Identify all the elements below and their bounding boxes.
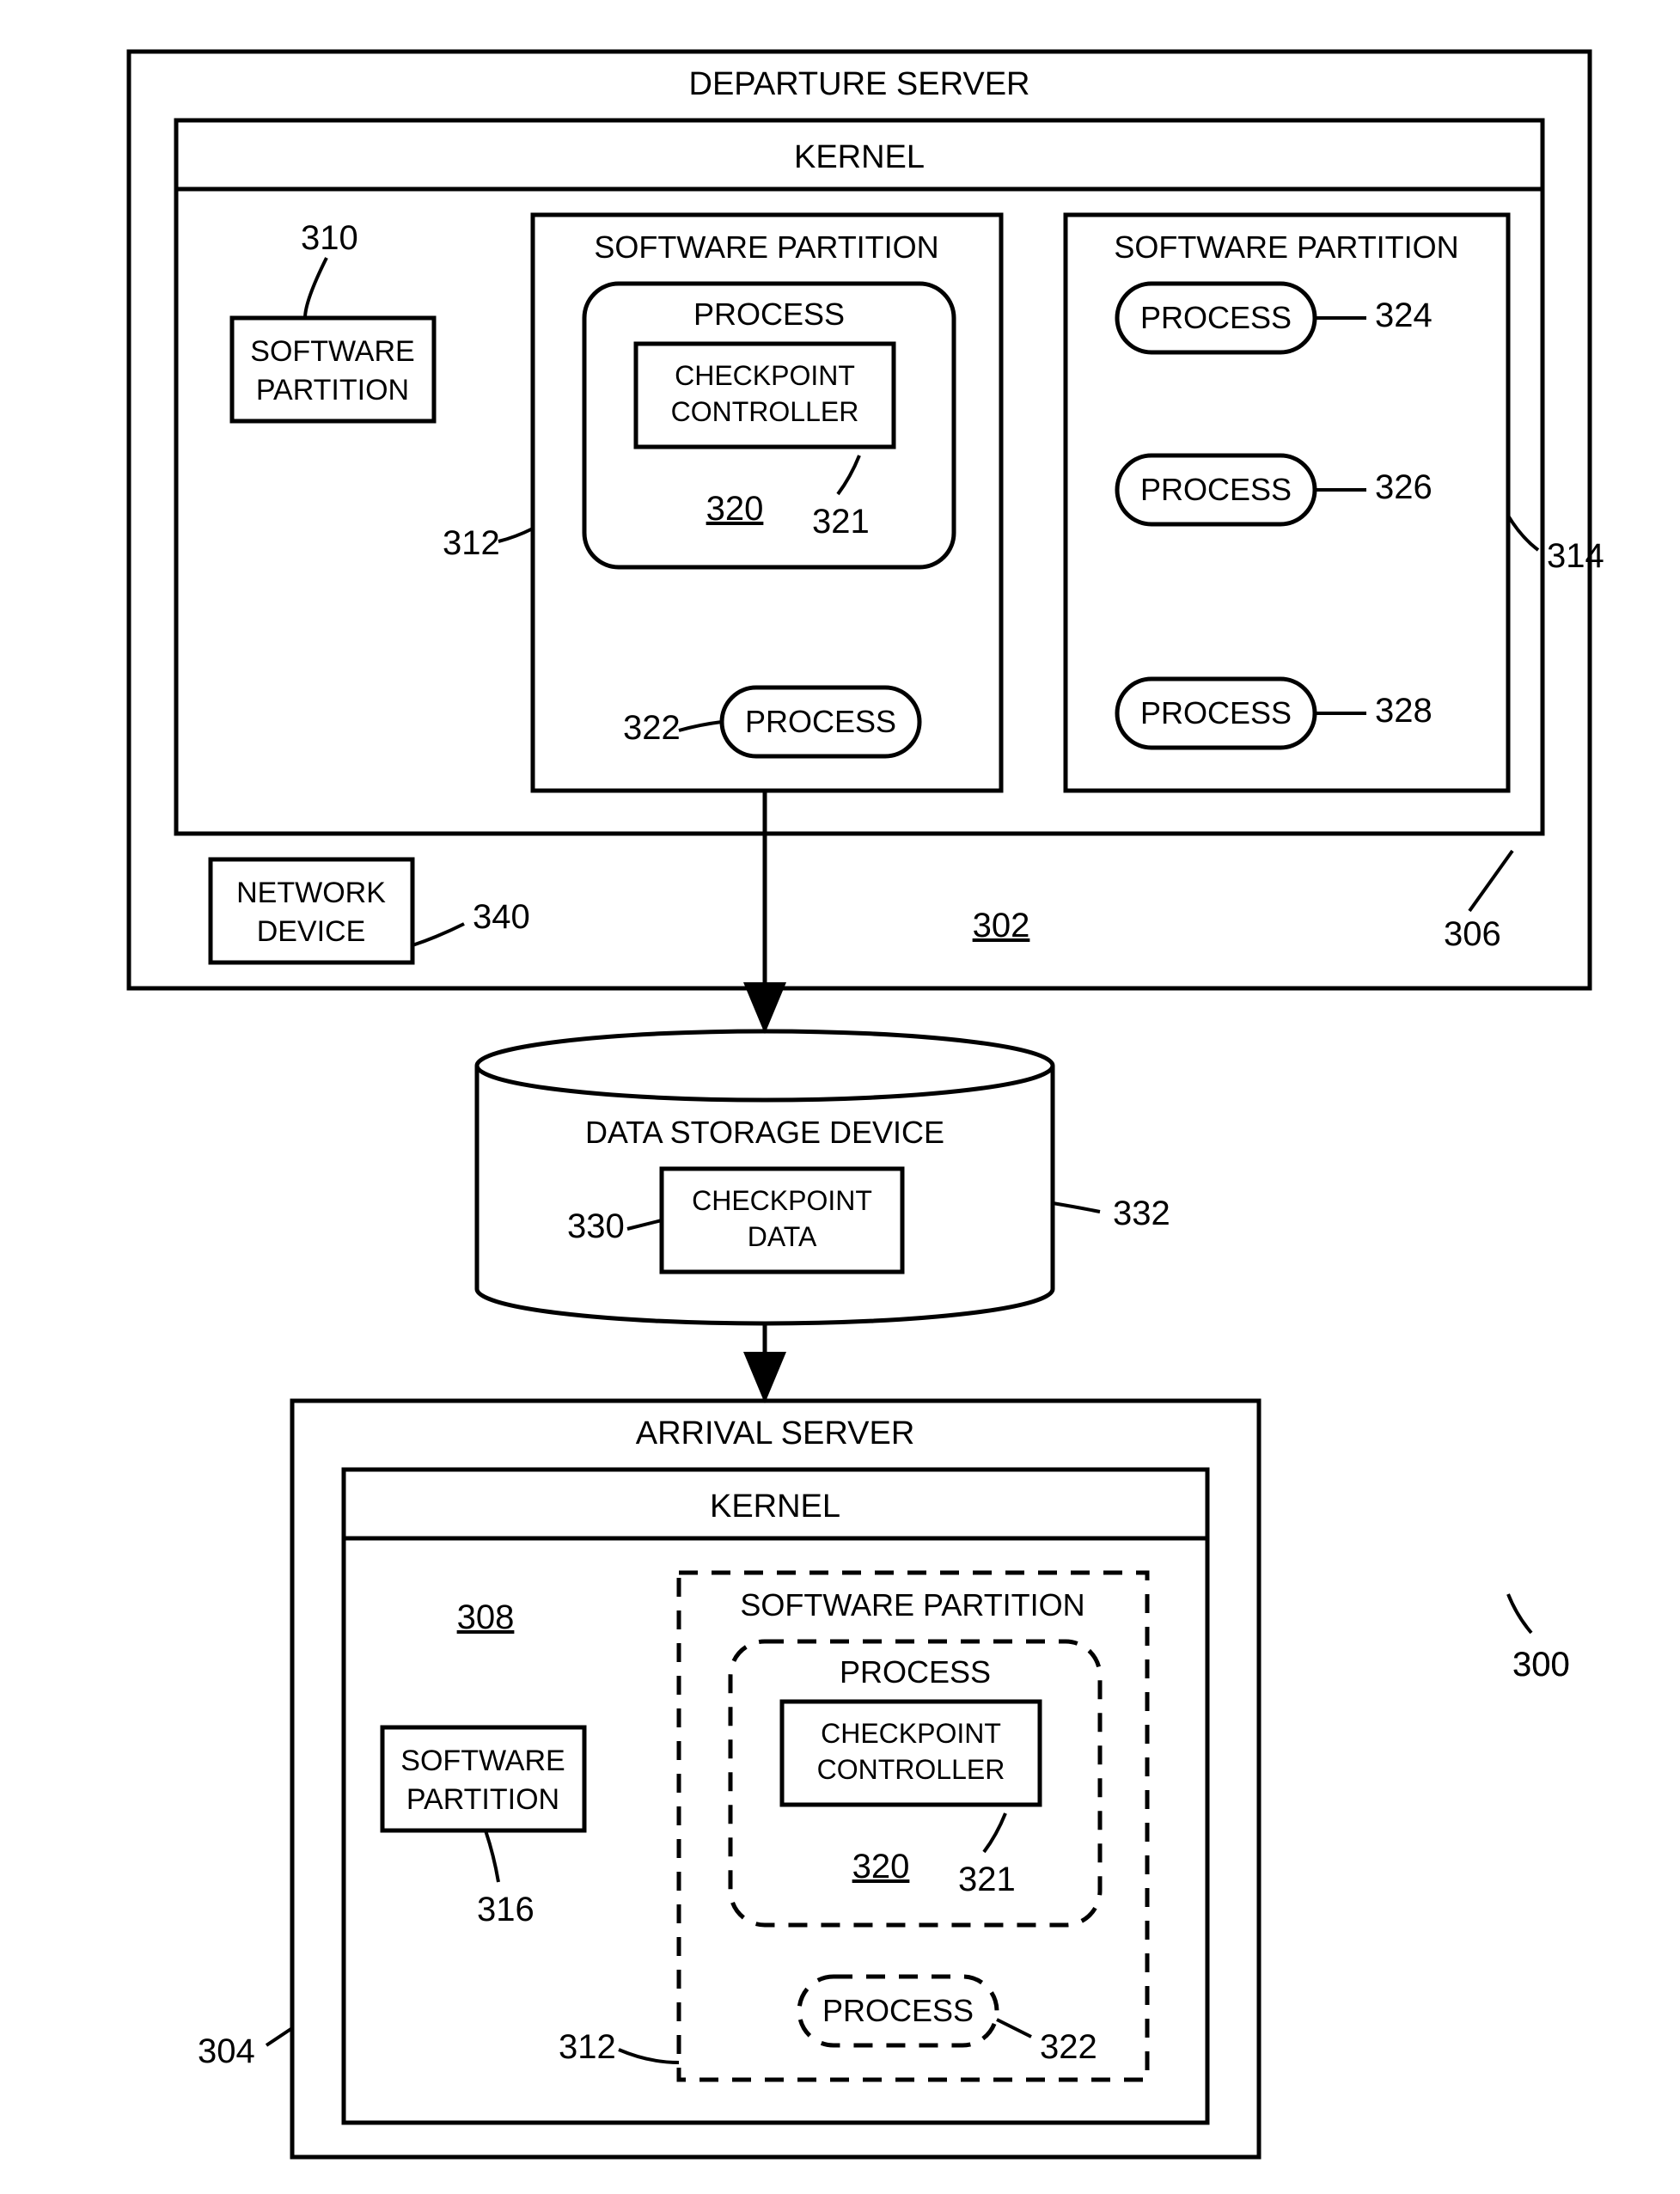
- sw-partition-316-l1: SOFTWARE: [400, 1745, 565, 1777]
- sw-partition-310-label-l2: PARTITION: [256, 374, 409, 406]
- ref-label: 326: [1375, 468, 1433, 506]
- arrival-server-title: ARRIVAL SERVER: [636, 1415, 915, 1451]
- sw-partition-314-title: SOFTWARE PARTITION: [1114, 229, 1458, 265]
- ref-302: 302: [973, 907, 1030, 944]
- ref-label: 314: [1547, 537, 1604, 575]
- departure-kernel-title: KERNEL: [794, 139, 925, 175]
- ref-308: 308: [457, 1598, 515, 1636]
- data-storage-title: DATA STORAGE DEVICE: [585, 1115, 944, 1150]
- leader-line: [266, 2028, 292, 2045]
- process-326-label: PROCESS: [1140, 472, 1292, 507]
- ref-label: 332: [1113, 1195, 1170, 1232]
- ref-label: 322: [623, 709, 681, 747]
- leader-line: [984, 1813, 1005, 1852]
- data-storage-device: [477, 1031, 1053, 1323]
- checkpoint-controller-l1-dep: CHECKPOINT: [675, 360, 855, 391]
- checkpoint-data-box: [662, 1169, 902, 1272]
- process-322-label-arr: PROCESS: [822, 1993, 974, 2028]
- ref-label: 321: [958, 1861, 1016, 1898]
- leader-line: [679, 722, 722, 730]
- leader-line: [412, 924, 464, 945]
- sw-partition-312-title-arr: SOFTWARE PARTITION: [740, 1587, 1084, 1623]
- ref-label: 306: [1444, 915, 1501, 953]
- migration-diagram: DEPARTURE SERVER KERNEL SOFTWARE PARTITI…: [0, 0, 1680, 2194]
- sw-partition-316-l2: PARTITION: [406, 1783, 559, 1816]
- leader-line: [486, 1830, 498, 1882]
- departure-server-title: DEPARTURE SERVER: [689, 66, 1030, 102]
- sw-partition-312-title-dep: SOFTWARE PARTITION: [594, 229, 938, 265]
- leader-line: [1469, 851, 1512, 911]
- process-320-title-dep: PROCESS: [693, 296, 845, 332]
- ref-label: 322: [1040, 2028, 1097, 2066]
- leader-line: [1508, 516, 1538, 550]
- network-device-l2: DEVICE: [257, 915, 366, 948]
- checkpoint-controller-l2-arr: CONTROLLER: [817, 1754, 1005, 1785]
- leader-line: [619, 2050, 679, 2063]
- process-328-label: PROCESS: [1140, 695, 1292, 730]
- ref-label: 328: [1375, 692, 1433, 730]
- ref-label: 304: [198, 2032, 255, 2070]
- checkpoint-controller-l2-dep: CONTROLLER: [671, 396, 859, 427]
- ref-label: 312: [559, 2028, 616, 2066]
- ref-label: 324: [1375, 296, 1433, 334]
- network-device-l1: NETWORK: [236, 877, 386, 909]
- ref-label: 340: [473, 898, 530, 936]
- checkpoint-data-l1: CHECKPOINT: [692, 1185, 872, 1216]
- process-320-title-arr: PROCESS: [840, 1654, 991, 1690]
- sw-partition-310-label-l1: SOFTWARE: [250, 335, 414, 368]
- ref-label: 316: [477, 1891, 535, 1928]
- arrival-kernel-title: KERNEL: [710, 1488, 840, 1525]
- process-324-label: PROCESS: [1140, 300, 1292, 335]
- checkpoint-data-l2: DATA: [748, 1221, 817, 1252]
- checkpoint-controller-box-arr: [782, 1702, 1040, 1805]
- leader-line: [1053, 1203, 1100, 1212]
- process-322-label-dep: PROCESS: [745, 704, 896, 739]
- leader-line: [838, 455, 859, 494]
- ref-label: 300: [1512, 1646, 1570, 1684]
- ref-320-arr: 320: [852, 1848, 910, 1885]
- ref-label: 321: [812, 503, 870, 541]
- checkpoint-controller-box-dep: [636, 344, 894, 447]
- leader-line: [1508, 1594, 1531, 1633]
- leader-line: [498, 529, 533, 541]
- ref-label: 310: [301, 219, 358, 257]
- ref-label: 330: [567, 1207, 625, 1245]
- checkpoint-controller-l1-arr: CHECKPOINT: [821, 1718, 1001, 1749]
- ref-320-dep: 320: [706, 490, 764, 528]
- ref-label: 312: [443, 524, 500, 562]
- leader-line: [305, 258, 327, 318]
- leader-line: [997, 2020, 1031, 2037]
- leader-line: [627, 1220, 662, 1229]
